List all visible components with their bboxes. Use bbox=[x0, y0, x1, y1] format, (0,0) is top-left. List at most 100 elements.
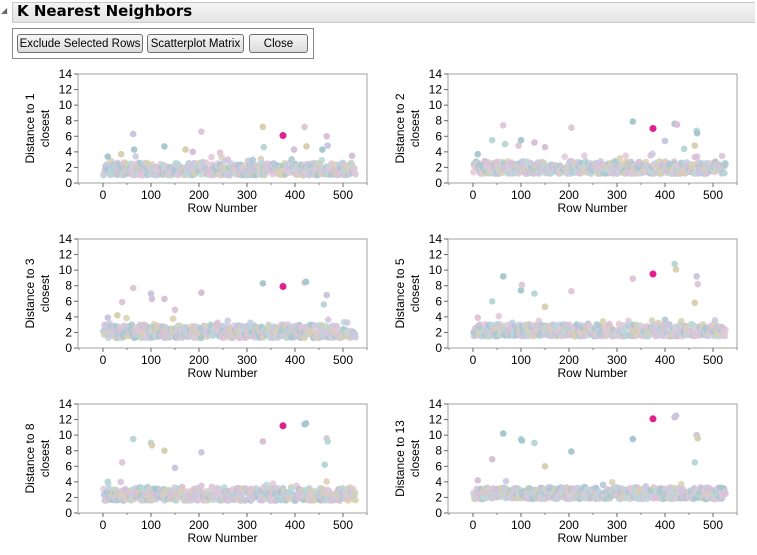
data-point[interactable] bbox=[616, 155, 624, 162]
outlier-point[interactable] bbox=[117, 150, 125, 158]
outlier-point[interactable] bbox=[694, 280, 701, 288]
outlier-point[interactable] bbox=[531, 290, 538, 297]
outlier-point[interactable] bbox=[104, 478, 112, 486]
data-point[interactable] bbox=[288, 485, 295, 493]
outlier-point[interactable] bbox=[321, 461, 329, 469]
outlier-point[interactable] bbox=[161, 447, 168, 455]
outlier-point[interactable] bbox=[189, 148, 197, 156]
outlier-point[interactable] bbox=[148, 295, 156, 303]
outlier-point[interactable] bbox=[290, 146, 298, 153]
outlier-point[interactable] bbox=[118, 459, 126, 466]
data-point[interactable] bbox=[344, 497, 352, 504]
outlier-point[interactable] bbox=[474, 477, 482, 484]
outlier-point[interactable] bbox=[629, 275, 637, 283]
data-point[interactable] bbox=[581, 152, 588, 159]
outlier-point[interactable] bbox=[568, 287, 575, 295]
outlier-point[interactable] bbox=[680, 145, 688, 153]
outlier-point[interactable] bbox=[518, 437, 526, 444]
outlier-point[interactable] bbox=[348, 152, 356, 160]
outlier-point[interactable] bbox=[259, 123, 267, 131]
disclosure-triangle-icon[interactable]: ◢ bbox=[1, 6, 8, 15]
data-point[interactable] bbox=[470, 168, 477, 176]
data-point[interactable] bbox=[128, 321, 136, 329]
data-point[interactable] bbox=[352, 334, 359, 341]
data-point[interactable] bbox=[502, 477, 510, 485]
data-point[interactable] bbox=[649, 150, 656, 158]
outlier-point[interactable] bbox=[501, 140, 509, 148]
data-point[interactable] bbox=[722, 326, 729, 334]
outlier-point[interactable] bbox=[691, 142, 699, 149]
exclude-selected-rows-button[interactable]: Exclude Selected Rows bbox=[17, 34, 143, 53]
data-point[interactable] bbox=[132, 153, 139, 160]
outlier-point[interactable] bbox=[517, 136, 525, 144]
outlier-point[interactable] bbox=[161, 295, 168, 303]
outlier-point[interactable] bbox=[568, 124, 575, 132]
data-point[interactable] bbox=[678, 480, 685, 488]
outlier-point[interactable] bbox=[661, 137, 669, 145]
selected-point[interactable] bbox=[649, 415, 657, 423]
data-point[interactable] bbox=[263, 481, 270, 489]
outlier-point[interactable] bbox=[672, 266, 680, 273]
data-point[interactable] bbox=[721, 169, 728, 177]
outlier-point[interactable] bbox=[104, 153, 112, 160]
data-point[interactable] bbox=[198, 482, 205, 490]
outlier-point[interactable] bbox=[171, 306, 179, 314]
outlier-point[interactable] bbox=[129, 284, 137, 292]
outlier-point[interactable] bbox=[118, 298, 126, 306]
outlier-point[interactable] bbox=[171, 464, 179, 472]
outlier-point[interactable] bbox=[488, 297, 496, 305]
outlier-point[interactable] bbox=[198, 289, 205, 297]
outlier-point[interactable] bbox=[324, 438, 331, 445]
data-point[interactable] bbox=[693, 153, 701, 160]
outlier-point[interactable] bbox=[147, 290, 155, 297]
outlier-point[interactable] bbox=[531, 439, 538, 447]
selected-point[interactable] bbox=[649, 125, 657, 132]
data-point[interactable] bbox=[711, 316, 719, 324]
outlier-point[interactable] bbox=[148, 441, 156, 449]
outlier-point[interactable] bbox=[302, 420, 310, 427]
data-point[interactable] bbox=[202, 159, 210, 167]
close-button[interactable]: Close bbox=[249, 34, 308, 53]
outlier-point[interactable] bbox=[499, 273, 507, 280]
outlier-point[interactable] bbox=[324, 142, 331, 149]
outlier-point[interactable] bbox=[114, 312, 121, 319]
data-point[interactable] bbox=[323, 478, 330, 485]
data-point[interactable] bbox=[333, 322, 341, 330]
selected-point[interactable] bbox=[649, 270, 657, 278]
data-point[interactable] bbox=[344, 319, 351, 326]
data-point[interactable] bbox=[318, 156, 326, 164]
outlier-point[interactable] bbox=[198, 128, 205, 135]
outlier-point[interactable] bbox=[488, 455, 496, 463]
data-point[interactable] bbox=[249, 156, 257, 164]
outlier-point[interactable] bbox=[259, 438, 267, 445]
outlier-point[interactable] bbox=[474, 314, 482, 321]
data-point[interactable] bbox=[351, 165, 358, 172]
outlier-point[interactable] bbox=[517, 287, 525, 294]
outlier-point[interactable] bbox=[518, 281, 526, 289]
outlier-point[interactable] bbox=[693, 129, 701, 137]
outlier-point[interactable] bbox=[694, 434, 701, 442]
data-point[interactable] bbox=[495, 312, 503, 320]
data-point[interactable] bbox=[123, 314, 130, 322]
data-point[interactable] bbox=[722, 490, 729, 497]
outlier-point[interactable] bbox=[672, 412, 680, 419]
data-point[interactable] bbox=[599, 481, 607, 489]
data-point[interactable] bbox=[608, 479, 616, 486]
outlier-point[interactable] bbox=[629, 118, 637, 125]
outlier-point[interactable] bbox=[302, 278, 310, 286]
outlier-point[interactable] bbox=[129, 130, 137, 138]
outlier-point[interactable] bbox=[260, 143, 268, 151]
data-point[interactable] bbox=[561, 153, 568, 160]
outlier-point[interactable] bbox=[499, 430, 507, 437]
outlier-point[interactable] bbox=[319, 146, 326, 153]
data-point[interactable] bbox=[690, 321, 697, 329]
outlier-point[interactable] bbox=[259, 280, 267, 287]
outlier-point[interactable] bbox=[515, 142, 522, 149]
selected-point[interactable] bbox=[279, 422, 287, 430]
outlier-point[interactable] bbox=[104, 314, 112, 321]
outlier-point[interactable] bbox=[301, 123, 308, 131]
data-point[interactable] bbox=[352, 170, 359, 178]
outlier-point[interactable] bbox=[320, 301, 328, 308]
data-point[interactable] bbox=[224, 317, 232, 324]
data-point[interactable] bbox=[324, 316, 332, 324]
